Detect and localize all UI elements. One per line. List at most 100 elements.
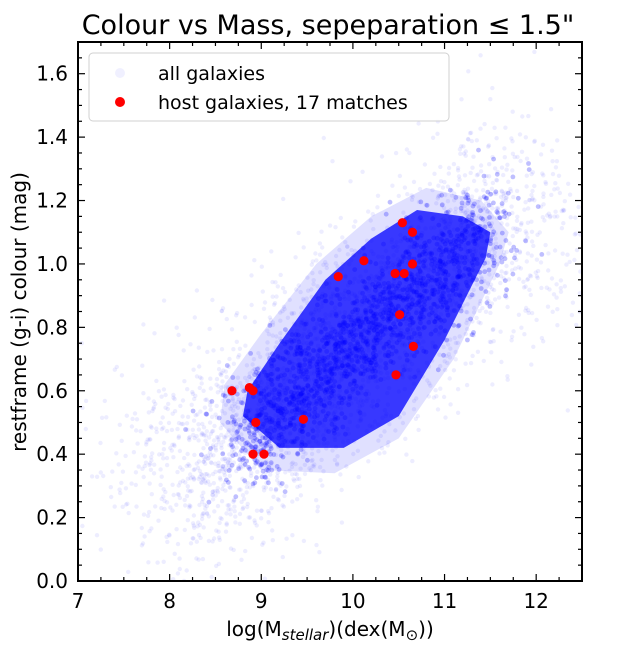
galaxy-point <box>486 240 491 246</box>
galaxy-point <box>300 429 305 434</box>
galaxy-point <box>371 327 377 333</box>
galaxy-point <box>264 420 269 425</box>
galaxy-point <box>349 363 354 368</box>
galaxy-point <box>259 407 264 412</box>
galaxy-point <box>200 421 205 427</box>
galaxy-point <box>294 424 300 429</box>
galaxy-point <box>237 521 242 526</box>
galaxy-point <box>270 528 275 533</box>
galaxy-point <box>448 310 453 315</box>
galaxy-point <box>459 97 464 102</box>
galaxy-point <box>538 260 544 265</box>
galaxy-point <box>419 309 424 315</box>
galaxy-point <box>222 435 227 440</box>
galaxy-point <box>341 359 346 364</box>
galaxy-point <box>482 279 487 284</box>
galaxy-point <box>325 340 331 346</box>
galaxy-point <box>191 367 196 372</box>
galaxy-point <box>220 464 226 469</box>
galaxy-point <box>289 339 295 345</box>
galaxy-point <box>376 313 381 318</box>
galaxy-point <box>432 319 438 325</box>
galaxy-point <box>417 300 422 305</box>
galaxy-point <box>424 203 429 208</box>
galaxy-point <box>438 312 444 317</box>
galaxy-point <box>214 563 219 569</box>
galaxy-point <box>370 277 376 282</box>
galaxy-point <box>416 299 422 304</box>
galaxy-point <box>350 309 356 315</box>
galaxy-point <box>414 308 419 313</box>
galaxy-point <box>484 240 489 245</box>
x-axis-label: log(Mstellar)(dex(M⊙)) <box>226 617 434 644</box>
galaxy-point <box>437 267 442 272</box>
galaxy-point <box>415 330 420 335</box>
galaxy-point <box>545 304 551 309</box>
galaxy-point <box>438 363 443 369</box>
galaxy-point <box>381 327 386 332</box>
galaxy-point <box>290 393 296 398</box>
galaxy-point <box>282 307 287 312</box>
galaxy-point <box>392 324 398 330</box>
galaxy-point <box>180 421 186 427</box>
galaxy-point <box>398 257 404 263</box>
galaxy-point <box>291 400 296 405</box>
galaxy-point <box>215 390 220 395</box>
galaxy-point <box>483 229 488 235</box>
galaxy-point <box>359 346 365 352</box>
galaxy-point <box>443 297 448 302</box>
galaxy-point <box>323 367 328 373</box>
galaxy-point <box>203 454 208 459</box>
galaxy-point <box>526 206 531 211</box>
galaxy-point <box>298 351 304 357</box>
galaxy-point <box>417 281 423 286</box>
galaxy-point <box>350 280 355 285</box>
galaxy-point <box>383 413 388 419</box>
galaxy-point <box>256 410 261 415</box>
galaxy-point <box>421 339 426 344</box>
galaxy-point <box>185 476 191 481</box>
galaxy-point <box>304 351 310 356</box>
galaxy-point <box>180 414 185 419</box>
galaxy-point <box>396 304 401 309</box>
galaxy-point <box>510 210 515 216</box>
galaxy-point <box>190 408 196 414</box>
galaxy-point <box>227 443 232 448</box>
galaxy-point <box>323 357 328 362</box>
galaxy-point <box>298 392 304 397</box>
galaxy-point <box>324 335 329 340</box>
galaxy-point <box>422 265 428 270</box>
galaxy-point <box>149 425 154 430</box>
galaxy-point <box>290 499 295 504</box>
galaxy-point <box>255 373 261 379</box>
galaxy-point <box>381 316 387 322</box>
galaxy-point <box>368 375 373 380</box>
galaxy-point <box>499 165 505 170</box>
galaxy-point <box>455 323 461 329</box>
galaxy-point <box>240 460 246 465</box>
galaxy-point <box>471 212 476 218</box>
galaxy-point <box>460 220 466 225</box>
galaxy-point <box>241 464 246 469</box>
galaxy-point <box>367 285 372 291</box>
galaxy-point <box>376 438 381 443</box>
galaxy-point <box>439 261 445 267</box>
galaxy-point <box>332 416 338 422</box>
galaxy-point <box>370 355 376 361</box>
galaxy-point <box>422 324 427 330</box>
galaxy-point <box>311 326 317 331</box>
galaxy-point <box>299 333 304 339</box>
galaxy-point <box>295 497 300 502</box>
galaxy-point <box>343 349 348 355</box>
galaxy-point <box>200 511 205 517</box>
galaxy-point <box>337 310 342 315</box>
galaxy-point <box>535 268 541 274</box>
galaxy-point <box>197 385 202 391</box>
galaxy-point <box>295 332 301 338</box>
galaxy-point <box>336 393 341 398</box>
galaxy-point <box>527 273 533 278</box>
galaxy-point <box>323 394 328 399</box>
galaxy-point <box>347 394 353 399</box>
galaxy-point <box>476 224 481 230</box>
galaxy-point <box>415 235 420 241</box>
